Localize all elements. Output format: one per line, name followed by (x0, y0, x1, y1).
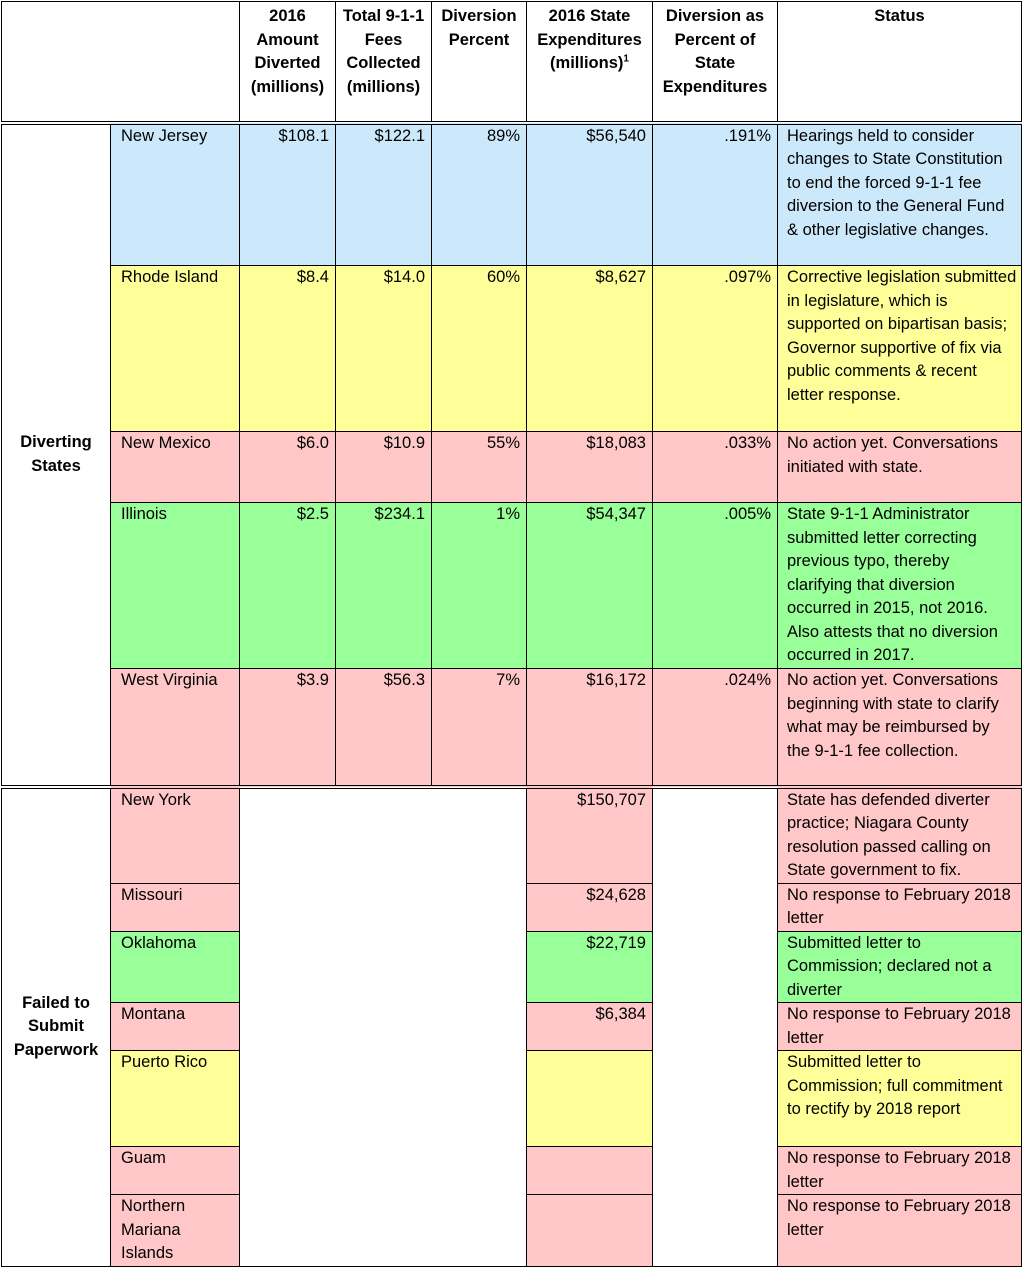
header-state-expenditures-label: 2016 State Expenditures (millions) (537, 7, 642, 72)
state-name: Missouri (110, 882, 240, 932)
total-fees: $14.0 (335, 265, 432, 432)
state-name: New York (110, 784, 240, 884)
state-name: Illinois (110, 502, 240, 669)
table-row: Missouri $24,628 No response to February… (2, 882, 1022, 932)
status-text: No response to February 2018 letter (777, 882, 1022, 932)
header-diversion-pct-expenditures: Diversion as Percent of State Expenditur… (652, 1, 778, 123)
state-expenditures: $6,384 (526, 1002, 653, 1051)
state-expenditures: $16,172 (526, 668, 653, 787)
state-name: West Virginia (110, 668, 240, 787)
table-row: Failed to Submit Paperwork New York $150… (1, 784, 1022, 1267)
amount-diverted: $3.9 (239, 668, 336, 787)
header-diversion-percent: Diversion Percent (431, 1, 527, 123)
blank-data-cell (239, 784, 527, 1267)
group-label-failed: Failed to Submit Paperwork (1, 784, 111, 1267)
header-row: 2016 Amount Diverted (millions) Total 9-… (1, 1, 1022, 123)
diversion-pct-expenditures: .097% (652, 265, 778, 432)
state-expenditures: $56,540 (526, 120, 653, 266)
header-status: Status (777, 1, 1022, 123)
state-expenditures (526, 1050, 653, 1147)
amount-diverted: $8.4 (239, 265, 336, 432)
state-expenditures (526, 1146, 653, 1195)
amount-diverted: $108.1 (239, 120, 336, 266)
state-name: Northern Mariana Islands (110, 1194, 240, 1267)
total-fees: $10.9 (335, 431, 432, 503)
footnote-marker: 1 (623, 53, 629, 65)
status-text: Submitted letter to Commission; full com… (777, 1050, 1022, 1147)
table-row: Montana $6,384 No response to February 2… (2, 1002, 1022, 1051)
table-row: Puerto Rico Submitted letter to Commissi… (2, 1050, 1022, 1147)
table-row: Illinois $2.5 $234.1 1% $54,347 .005% St… (2, 502, 1022, 669)
blank-data-cell (652, 784, 778, 1267)
total-fees: $56.3 (335, 668, 432, 787)
header-blank-cell (1, 1, 240, 123)
status-text: No response to February 2018 letter (777, 1002, 1022, 1051)
table-row: Rhode Island $8.4 $14.0 60% $8,627 .097%… (2, 265, 1022, 432)
diversion-percent: 1% (431, 502, 527, 669)
state-expenditures: $54,347 (526, 502, 653, 669)
status-text: No action yet. Conversations beginning w… (777, 668, 1022, 787)
diversion-pct-expenditures: .005% (652, 502, 778, 669)
state-name: Oklahoma (110, 930, 240, 1003)
status-text: No response to February 2018 letter (777, 1146, 1022, 1195)
table-row: Oklahoma $22,719 Submitted letter to Com… (2, 930, 1022, 1003)
status-text: Hearings held to consider changes to Sta… (777, 120, 1022, 266)
total-fees: $122.1 (335, 120, 432, 266)
state-expenditures (526, 1194, 653, 1267)
state-name: New Jersey (110, 120, 240, 266)
diversion-percent: 60% (431, 265, 527, 432)
state-expenditures: $18,083 (526, 431, 653, 503)
amount-diverted: $2.5 (239, 502, 336, 669)
table-row: Northern Mariana Islands No response to … (2, 1194, 1022, 1267)
state-expenditures: $8,627 (526, 265, 653, 432)
header-amount-diverted: 2016 Amount Diverted (millions) (239, 1, 336, 123)
state-name: Guam (110, 1146, 240, 1195)
amount-diverted: $6.0 (239, 431, 336, 503)
diversion-percent: 55% (431, 431, 527, 503)
diversion-percent: 7% (431, 668, 527, 787)
table-row: Guam No response to February 2018 letter (2, 1146, 1022, 1195)
state-name: Puerto Rico (110, 1050, 240, 1147)
diversion-percent: 89% (431, 120, 527, 266)
header-state-expenditures: 2016 State Expenditures (millions)1 (526, 1, 653, 123)
total-fees: $234.1 (335, 502, 432, 669)
diversion-pct-expenditures: .024% (652, 668, 778, 787)
status-text: Corrective legislation submitted in legi… (777, 265, 1022, 432)
group-label-diverting: Diverting States (1, 120, 111, 787)
state-name: New Mexico (110, 431, 240, 503)
state-expenditures: $22,719 (526, 930, 653, 1003)
state-expenditures: $24,628 (526, 882, 653, 932)
header-total-fees: Total 9-1-1 Fees Collected (millions) (335, 1, 432, 123)
diversion-pct-expenditures: .191% (652, 120, 778, 266)
status-text: State has defended diverter practice; Ni… (777, 784, 1022, 884)
status-text: No action yet. Conversations initiated w… (777, 431, 1022, 503)
state-expenditures: $150,707 (526, 784, 653, 884)
diversion-pct-expenditures: .033% (652, 431, 778, 503)
table-row: West Virginia $3.9 $56.3 7% $16,172 .024… (2, 668, 1022, 787)
state-name: Rhode Island (110, 265, 240, 432)
status-text: State 9-1-1 Administrator submitted lett… (777, 502, 1022, 669)
status-text: Submitted letter to Commission; declared… (777, 930, 1022, 1003)
table-row: New Mexico $6.0 $10.9 55% $18,083 .033% … (2, 431, 1022, 503)
status-text: No response to February 2018 letter (777, 1194, 1022, 1267)
table-row: Diverting States New Jersey $108.1 $122.… (1, 120, 1022, 787)
state-name: Montana (110, 1002, 240, 1051)
